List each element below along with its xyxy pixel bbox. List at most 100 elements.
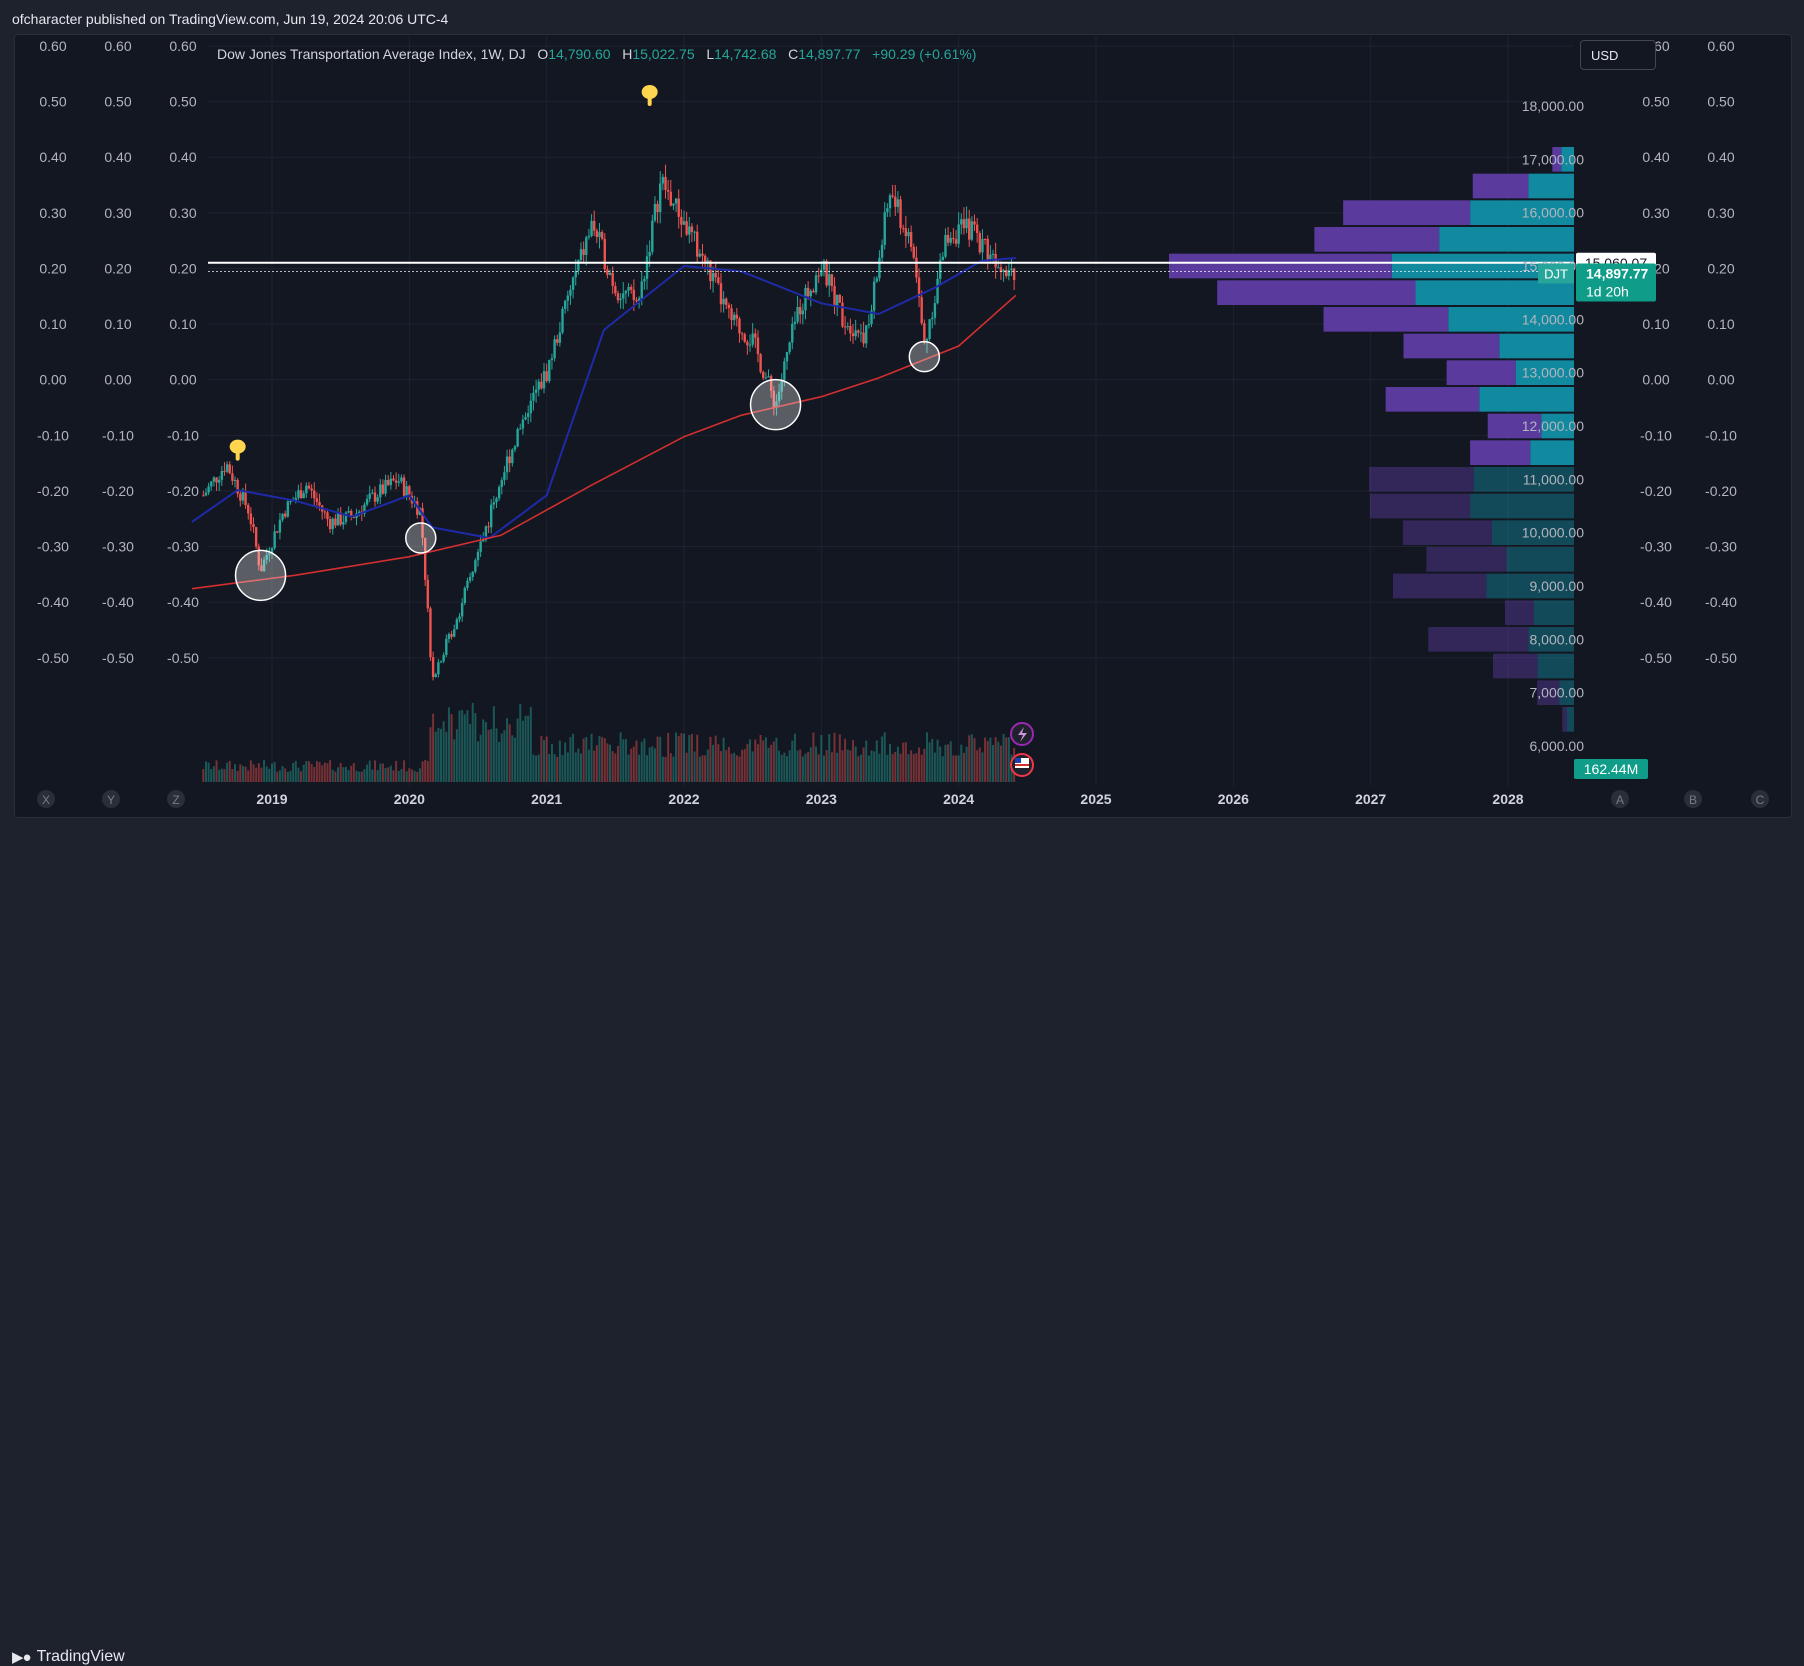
candle-body xyxy=(629,286,633,290)
volume-bar xyxy=(815,746,818,782)
volume-bar xyxy=(675,732,678,782)
volume-bar xyxy=(931,738,934,782)
candle-body xyxy=(880,244,884,258)
candle-body xyxy=(590,220,593,237)
candle-body xyxy=(244,490,247,505)
candle-body xyxy=(1012,268,1016,280)
volume-bar xyxy=(733,752,736,782)
left-scale-label: 0.00 xyxy=(39,372,66,388)
volume-bar xyxy=(624,738,627,782)
candle-body xyxy=(471,571,474,577)
candle-body xyxy=(851,333,855,337)
volume-bar xyxy=(653,748,656,782)
volume-bar xyxy=(799,749,802,782)
left-scale-label: -0.50 xyxy=(167,650,199,666)
volume-bar xyxy=(500,733,503,782)
candle-body xyxy=(606,269,609,275)
candle-body xyxy=(516,429,519,447)
currency-button[interactable]: USD xyxy=(1580,40,1656,70)
volume-bar xyxy=(315,761,318,782)
corner-button-label: X xyxy=(42,793,50,807)
volume-bar xyxy=(537,754,540,782)
candle-body xyxy=(975,224,979,234)
volume-bar xyxy=(735,755,738,782)
candle-body xyxy=(938,260,942,279)
profile-down-bar xyxy=(1217,280,1416,305)
candle-body xyxy=(474,560,477,572)
candle-body xyxy=(769,376,773,391)
right-scale-label: -0.10 xyxy=(1705,427,1737,443)
low-value: 14,742.68 xyxy=(714,46,777,62)
left-scale-label: 0.40 xyxy=(104,149,131,165)
candle-body xyxy=(466,580,469,588)
tradingview-logo[interactable]: ▶● TradingView xyxy=(12,1648,125,1666)
volume-bar xyxy=(804,753,807,782)
volume-bar xyxy=(313,767,316,782)
volume-bar xyxy=(984,737,987,782)
volume-bar xyxy=(326,763,329,782)
candle-body xyxy=(405,486,408,496)
highlight-circle xyxy=(234,549,287,602)
candle-body xyxy=(849,326,852,334)
volume-bar xyxy=(598,736,601,782)
candle-body xyxy=(986,239,989,261)
candle-body xyxy=(764,377,768,379)
volume-bar xyxy=(418,768,421,782)
volume-bar xyxy=(239,764,242,782)
volume-bar xyxy=(466,710,469,782)
candle-body xyxy=(231,473,234,481)
volume-bar xyxy=(997,741,1000,782)
candle-body xyxy=(714,273,717,278)
highlight-circle xyxy=(405,522,437,554)
candle-body xyxy=(505,456,509,473)
candle-body xyxy=(513,446,517,450)
candle-body xyxy=(894,196,897,207)
candle-body xyxy=(735,314,739,319)
volume-bar xyxy=(986,740,989,782)
price-chart[interactable]: 0.60 0.60 0.60 0.60 0.600.50 0.50 0.50 0.50 0.50… xyxy=(0,0,1804,861)
left-scale-label: 0.20 xyxy=(169,260,196,276)
candle-body xyxy=(249,513,253,525)
volume-bar xyxy=(767,747,770,782)
price-scale-label: 16,000.00 xyxy=(1522,205,1584,221)
candle-body xyxy=(791,323,794,343)
volume-bar xyxy=(204,761,207,782)
volume-bar xyxy=(920,754,923,782)
candle-body xyxy=(719,283,723,305)
volume-bar xyxy=(587,749,590,782)
candle-body xyxy=(983,239,987,241)
volume-bar xyxy=(844,738,847,782)
volume-bar xyxy=(479,734,482,782)
volume-bar xyxy=(561,754,564,782)
candle-body xyxy=(563,300,567,309)
volume-bar xyxy=(294,760,297,782)
candle-body xyxy=(920,297,923,324)
left-scale-label: -0.50 xyxy=(102,650,134,666)
volume-bar xyxy=(421,761,424,782)
flag-canton xyxy=(1015,758,1021,763)
candle-body xyxy=(954,239,958,244)
volume-bar xyxy=(550,744,553,782)
volume-bar xyxy=(440,728,443,782)
candle-body xyxy=(207,486,210,493)
candle-body xyxy=(350,511,353,518)
volume-bar xyxy=(368,760,371,782)
volume-bar xyxy=(268,768,271,782)
volume-bar xyxy=(725,750,728,782)
left-scale-label: 0.60 xyxy=(169,38,196,54)
candle-body xyxy=(437,662,440,675)
left-scale-label: 0.20 xyxy=(39,260,66,276)
volume-bar xyxy=(300,771,303,782)
price-scale-label: 11,000.00 xyxy=(1523,471,1584,487)
volume-bar xyxy=(442,721,445,782)
profile-down-bar xyxy=(1537,680,1560,705)
symbol-legend[interactable]: Dow Jones Transportation Average Index, … xyxy=(217,46,976,62)
candle-body xyxy=(307,485,311,489)
volume-bar xyxy=(273,762,276,782)
candle-body xyxy=(843,326,847,328)
volume-bar xyxy=(904,742,907,782)
candle-body xyxy=(310,488,313,491)
candle-body xyxy=(907,231,910,237)
volume-bar xyxy=(836,752,839,782)
volume-bar xyxy=(749,739,752,782)
